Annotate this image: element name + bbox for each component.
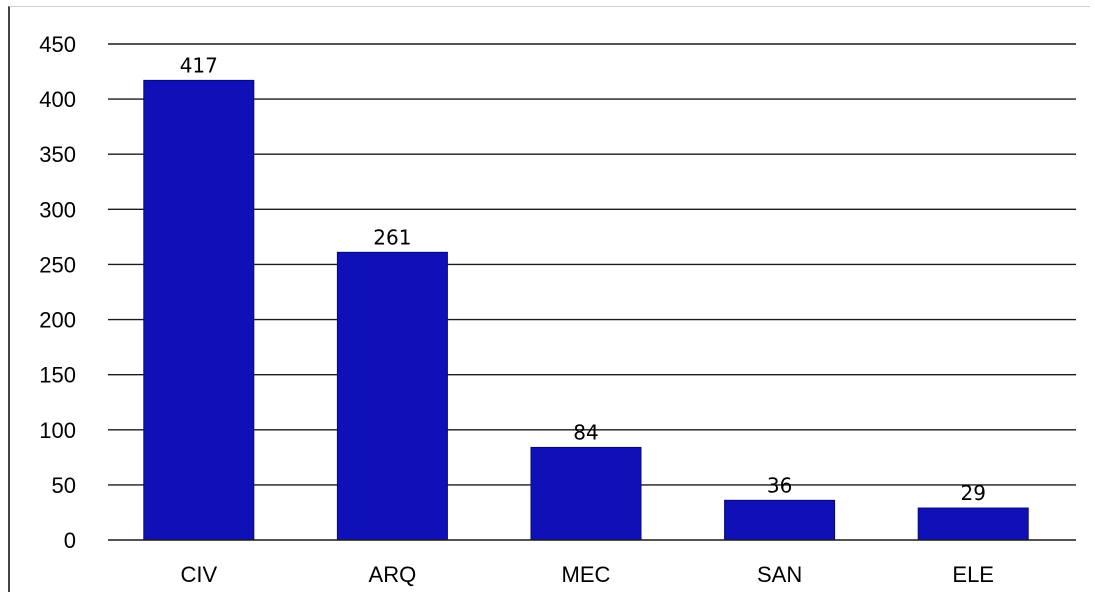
x-tick-label: ELE: [952, 562, 994, 587]
y-tick-label: 50: [52, 473, 76, 498]
bar-arq: [336, 251, 448, 541]
y-tick-label: 300: [39, 197, 76, 222]
bar-san: [724, 499, 836, 541]
y-tick-label: 150: [39, 363, 76, 388]
bar-civ: [143, 79, 255, 541]
data-label: 84: [573, 420, 598, 444]
data-label: 36: [767, 473, 792, 497]
bar-mec: [530, 446, 642, 541]
x-tick-label: SAN: [757, 562, 802, 587]
y-tick-label: 450: [39, 32, 76, 57]
bar-ele: [917, 507, 1029, 541]
x-tick-label: MEC: [562, 562, 611, 587]
y-tick-label: 350: [39, 142, 76, 167]
y-tick-label: 100: [39, 418, 76, 443]
y-tick-label: 400: [39, 87, 76, 112]
chart-frame: [8, 6, 1090, 592]
data-label: 417: [180, 53, 218, 77]
x-tick-label: CIV: [180, 562, 217, 587]
y-tick-label: 250: [39, 252, 76, 277]
y-tick-label: 200: [39, 308, 76, 333]
data-labels: 417 261 84 36 29: [180, 53, 986, 505]
bars: [143, 79, 1029, 541]
y-axis: 0 50 100 150 200 250 300 350 400 450: [39, 32, 76, 553]
x-tick-label: ARQ: [369, 562, 417, 587]
y-tick-label: 0: [64, 528, 76, 553]
data-label: 29: [960, 481, 985, 505]
x-axis: CIV ARQ MEC SAN ELE: [108, 539, 1076, 587]
data-label: 261: [373, 225, 411, 249]
